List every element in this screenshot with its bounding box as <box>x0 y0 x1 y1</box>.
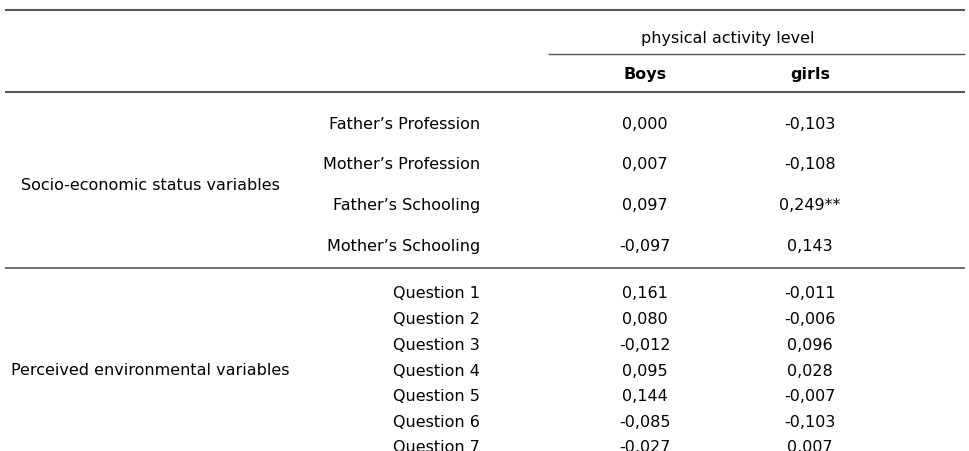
Text: Question 1: Question 1 <box>392 285 480 301</box>
Text: Mother’s Profession: Mother’s Profession <box>323 157 480 172</box>
Text: Perceived environmental variables: Perceived environmental variables <box>11 362 290 377</box>
Text: -0,103: -0,103 <box>784 414 834 429</box>
Text: Father’s Profession: Father’s Profession <box>328 116 480 132</box>
Text: 0,143: 0,143 <box>786 238 832 253</box>
Text: 0,095: 0,095 <box>621 363 668 378</box>
Text: -0,085: -0,085 <box>618 414 671 429</box>
Text: 0,000: 0,000 <box>621 116 668 132</box>
Text: Question 6: Question 6 <box>392 414 480 429</box>
Text: 0,096: 0,096 <box>786 337 832 352</box>
Text: 0,007: 0,007 <box>786 439 832 451</box>
Text: -0,108: -0,108 <box>783 157 835 172</box>
Text: 0,007: 0,007 <box>621 157 668 172</box>
Text: 0,161: 0,161 <box>621 285 668 301</box>
Text: 0,097: 0,097 <box>621 198 668 213</box>
Text: -0,097: -0,097 <box>619 238 670 253</box>
Text: -0,007: -0,007 <box>784 388 834 404</box>
Text: Boys: Boys <box>623 67 666 82</box>
Text: 0,144: 0,144 <box>621 388 668 404</box>
Text: -0,027: -0,027 <box>619 439 670 451</box>
Text: 0,080: 0,080 <box>621 311 668 327</box>
Text: physical activity level: physical activity level <box>641 31 813 46</box>
Text: Socio-economic status variables: Socio-economic status variables <box>21 177 279 193</box>
Text: Question 4: Question 4 <box>392 363 480 378</box>
Text: Father’s Schooling: Father’s Schooling <box>332 198 480 213</box>
Text: 0,028: 0,028 <box>786 363 832 378</box>
Text: Mother’s Schooling: Mother’s Schooling <box>327 238 480 253</box>
Text: Question 3: Question 3 <box>393 337 480 352</box>
Text: Question 7: Question 7 <box>392 439 480 451</box>
Text: girls: girls <box>789 67 829 82</box>
Text: 0,249**: 0,249** <box>778 198 840 213</box>
Text: Question 5: Question 5 <box>392 388 480 404</box>
Text: -0,006: -0,006 <box>784 311 834 327</box>
Text: -0,103: -0,103 <box>784 116 834 132</box>
Text: -0,012: -0,012 <box>618 337 671 352</box>
Text: -0,011: -0,011 <box>783 285 835 301</box>
Text: Question 2: Question 2 <box>392 311 480 327</box>
